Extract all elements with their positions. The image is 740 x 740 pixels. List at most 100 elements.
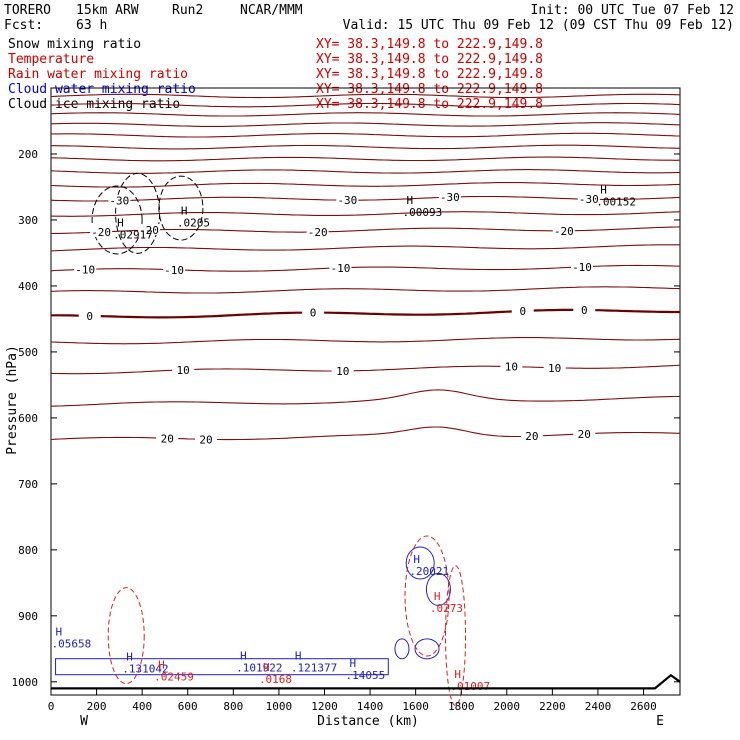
x-tick-label-9: 1800 — [448, 700, 475, 713]
contour-label-22: 20 — [525, 430, 538, 443]
maxima-labels: H.02917H.0205H.00093H.00152H.20021H.0273… — [52, 183, 636, 692]
fcst-label: Fcst: — [4, 18, 43, 33]
maximum-marker-5: H — [434, 590, 441, 603]
contour-label-17: 10 — [336, 365, 349, 378]
maximum-marker-6: H — [126, 651, 133, 664]
temperature-contour-8 — [50, 182, 681, 188]
temperature-contour-2 — [50, 112, 681, 117]
label-bg-17 — [331, 364, 354, 376]
terrain-line — [51, 673, 681, 690]
maximum-value-4: .20021 — [409, 565, 449, 578]
maximum-value-1: .0205 — [177, 217, 210, 230]
contour-label-0: -30 — [109, 195, 129, 208]
y-tick-label-0: 200 — [18, 148, 38, 161]
x-tick-label-10: 2000 — [494, 700, 521, 713]
rain-blob-3 — [445, 565, 467, 707]
temperature-contour-9 — [50, 195, 681, 202]
x-tick-label-2: 400 — [132, 700, 152, 713]
contour-label-1: -30 — [337, 194, 357, 207]
legend-name-2: Rain water mixing ratio — [8, 67, 188, 82]
run-label: Run2 — [172, 3, 203, 18]
maximum-value-6: .131042 — [122, 663, 168, 676]
label-bg-6 — [306, 226, 329, 238]
legend-xy-1: XY= 38.3,149.8 to 222.9,149.8 — [316, 52, 543, 67]
contour-label-12: 0 — [86, 310, 93, 323]
cloud-blob-2 — [425, 572, 451, 606]
label-bg-15 — [573, 304, 596, 316]
contour-label-14: 0 — [519, 305, 526, 318]
contour-label-23: 20 — [578, 428, 591, 441]
label-bg-18 — [500, 360, 523, 372]
y-tick-label-5: 700 — [18, 478, 38, 491]
contour-label-3: -30 — [579, 193, 599, 206]
label-bg-13 — [302, 306, 325, 318]
maximum-marker-3: H — [600, 183, 607, 196]
label-bg-8 — [74, 263, 97, 275]
resolution-label: 15km ARW — [76, 3, 139, 18]
label-bg-3 — [577, 193, 600, 205]
rain-blob-1 — [404, 535, 450, 657]
y-axis-title: Pressure (hPa) — [5, 345, 20, 455]
x-tick-label-5: 1000 — [266, 700, 293, 713]
maximum-value-12: .01007 — [450, 680, 490, 693]
contour-label-7: -20 — [554, 225, 574, 238]
cloud-blob-3 — [414, 638, 440, 660]
x-tick-label-0: 0 — [48, 700, 55, 713]
maximum-value-11: .14055 — [346, 669, 386, 682]
maximum-marker-13: H — [56, 626, 63, 639]
label-bg-20 — [156, 432, 179, 444]
contour-label-6: -20 — [308, 226, 328, 239]
contour-label-21: 20 — [199, 433, 212, 446]
contour-label-5: -20 — [139, 224, 159, 237]
x-tick-label-13: 2600 — [630, 700, 657, 713]
legend-xy-3: XY= 38.3,149.8 to 222.9,149.8 — [316, 82, 543, 97]
maximum-value-10: .121377 — [291, 661, 337, 674]
contour-label-15: 0 — [581, 304, 588, 317]
y-tick-label-4: 600 — [18, 412, 38, 425]
maximum-marker-4: H — [413, 553, 420, 566]
contour-label-13: 0 — [310, 307, 317, 320]
label-bg-10 — [329, 261, 352, 273]
temperature-contour-10 — [50, 211, 681, 217]
temperature-contour-4 — [50, 132, 681, 138]
y-tick-label-6: 800 — [18, 544, 38, 557]
legend-xy-0: XY= 38.3,149.8 to 222.9,149.8 — [316, 37, 543, 52]
contour-label-10: -10 — [330, 262, 350, 275]
maximum-value-5: .0273 — [430, 602, 463, 615]
contour-label-11: -10 — [572, 261, 592, 274]
label-bg-1 — [336, 194, 359, 206]
temperature-contour-17 — [50, 364, 681, 375]
maximum-value-0: .02917 — [113, 228, 153, 241]
x-tick-label-6: 1200 — [311, 700, 338, 713]
label-bg-12 — [78, 309, 101, 321]
label-bg-0 — [108, 194, 131, 206]
x-tick-label-3: 600 — [178, 700, 198, 713]
label-bg-21 — [194, 433, 217, 445]
x-tick-label-1: 200 — [87, 700, 107, 713]
plot-frame — [50, 87, 681, 696]
label-bg-9 — [163, 263, 186, 275]
temperature-contour-12 — [50, 244, 680, 252]
temperature-contours — [50, 93, 681, 441]
maximum-value-9: .0168 — [259, 673, 292, 686]
fcst-value: 63 h — [76, 18, 107, 33]
contour-label-16: 10 — [177, 364, 190, 377]
maximum-marker-12: H — [454, 668, 461, 681]
y-tick-label-3: 500 — [18, 346, 38, 359]
maximum-marker-11: H — [350, 657, 357, 670]
contour-label-4: -20 — [91, 226, 111, 239]
label-bg-4 — [90, 225, 113, 237]
x-axis-title: Distance (km) — [317, 714, 419, 729]
temperature-contour-7 — [50, 169, 681, 174]
y-tick-label-7: 900 — [18, 610, 38, 623]
temperature-contour-0 — [50, 93, 681, 99]
cloud-blob-1 — [405, 546, 435, 580]
x-tick-label-12: 2400 — [585, 700, 612, 713]
temperature-contour-6 — [50, 156, 681, 162]
org-label: NCAR/MMM — [240, 3, 303, 18]
y-tick-label-8: 1000 — [12, 676, 39, 689]
label-bg-23 — [573, 427, 596, 439]
contour-label-19: 10 — [548, 362, 561, 375]
